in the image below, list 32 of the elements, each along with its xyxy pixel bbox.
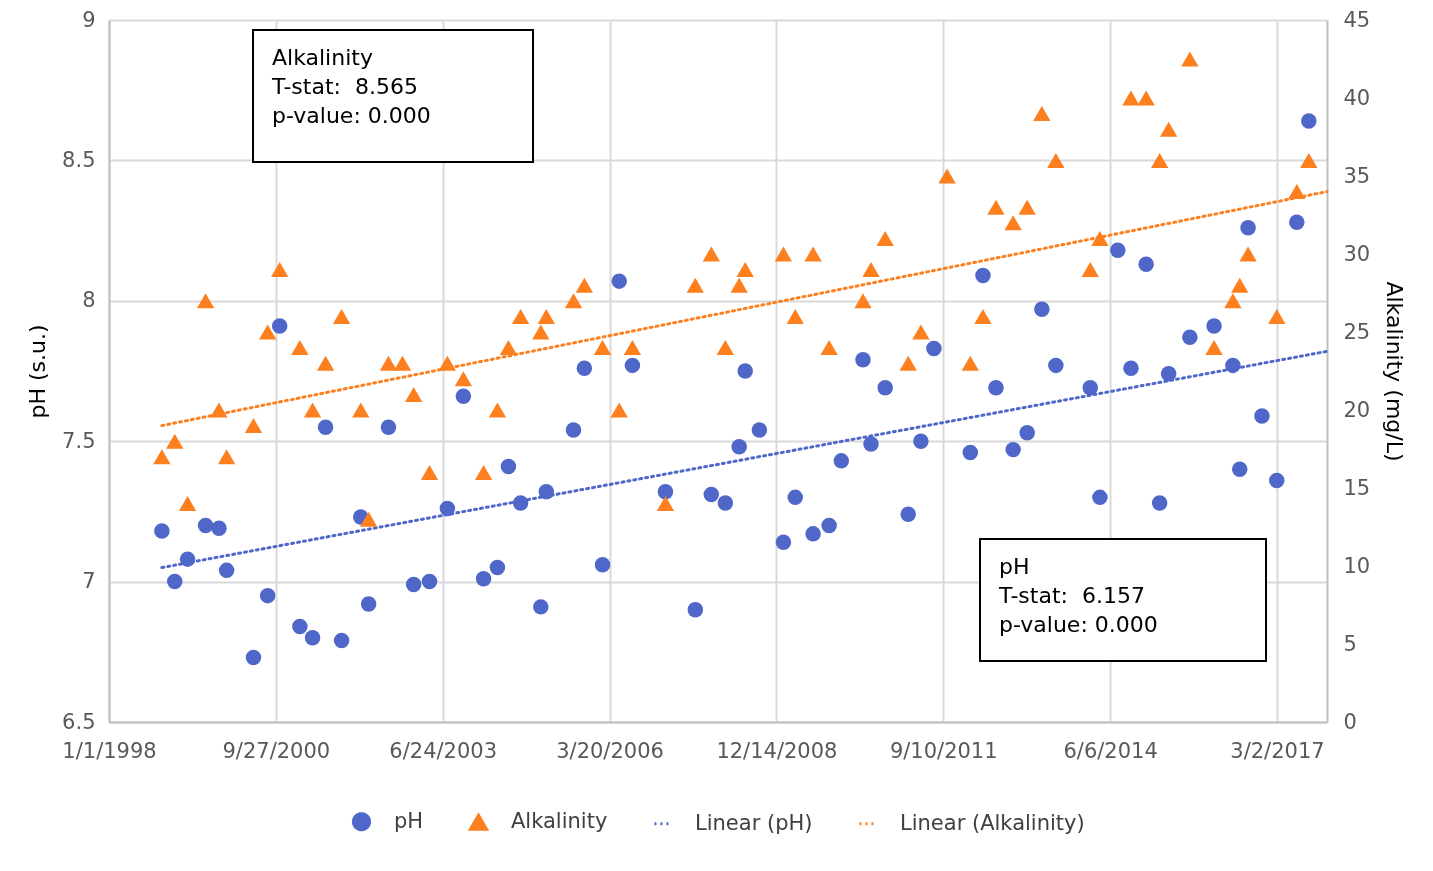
legend-label: Alkalinity [511,809,608,834]
y-tick-label: 9 [82,7,96,32]
legend-label: pH [394,808,424,833]
y2-tick-label: 25 [1343,319,1371,344]
x-tick-label: 3/2/2017 [1230,738,1325,763]
y2-tick-label: 10 [1343,553,1371,578]
y-tick-label: 8 [82,288,96,313]
y2-tick-label: 40 [1343,85,1371,110]
x-tick-label: 12/14/2008 [716,738,838,763]
x-tick-label: 9/27/2000 [222,738,331,763]
x-tick-label: 3/20/2006 [556,738,664,763]
y2-tick-label: 0 [1343,709,1357,734]
y-tick-label: 7 [82,569,96,594]
note-box: pH T-stat: 6.157 p-value: 0.000 [979,538,1267,662]
y2-tick-label: 15 [1343,475,1371,500]
note-box: Alkalinity T-stat: 8.565 p-value: 0.000 [252,29,534,163]
x-tick-label: 1/1/1998 [62,738,157,763]
legend-label: Linear (Alkalinity) [900,810,1085,835]
y2-tick-label: 20 [1343,397,1371,422]
legend-label: Linear (pH) [695,810,813,835]
y2-tick-label: 5 [1343,631,1357,656]
y-tick-label: 6.5 [62,709,96,734]
y2-tick-label: 45 [1343,7,1371,32]
x-tick-label: 9/10/2011 [889,738,998,763]
y-axis-title: pH (s.u.) [25,324,51,419]
y2-tick-label: 35 [1343,163,1371,188]
y2-axis-title: Alkalinity (mg/L) [1382,281,1408,462]
x-tick-label: 6/24/2003 [389,738,498,763]
x-tick-label: 6/6/2014 [1063,738,1158,763]
y-tick-label: 8.5 [62,147,96,172]
y2-tick-label: 30 [1343,241,1371,266]
y-tick-label: 7.5 [62,428,96,453]
